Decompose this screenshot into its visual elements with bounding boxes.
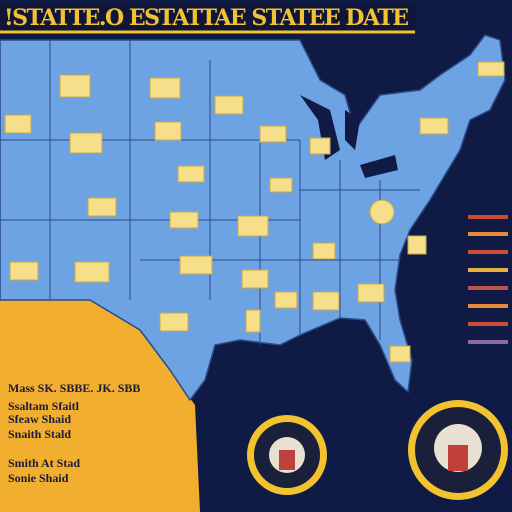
mexico <box>0 300 200 512</box>
state-labels <box>4 61 505 363</box>
seal-left <box>247 415 327 495</box>
legend-row: Sonie Shaid <box>8 471 69 485</box>
title-bar <box>0 4 415 32</box>
legend-row: Ssaltam Sfaitl <box>8 399 80 413</box>
legend-row: Smith At Stad <box>8 456 80 470</box>
legend-row: Mass SK. SBBE. JK. SBB <box>8 381 140 395</box>
stripes <box>468 215 508 344</box>
legend-row: Sfeaw Shaid <box>8 412 71 426</box>
title: !STATTE.O ESTATTAE STATEE DATE <box>4 5 409 31</box>
lakes <box>300 95 398 178</box>
legend-row: Snaith Stald <box>8 427 71 441</box>
legend: Mass SK. SBBE. JK. SBB Ssaltam Sfaitl Sf… <box>8 381 140 485</box>
seal-right <box>408 400 508 500</box>
